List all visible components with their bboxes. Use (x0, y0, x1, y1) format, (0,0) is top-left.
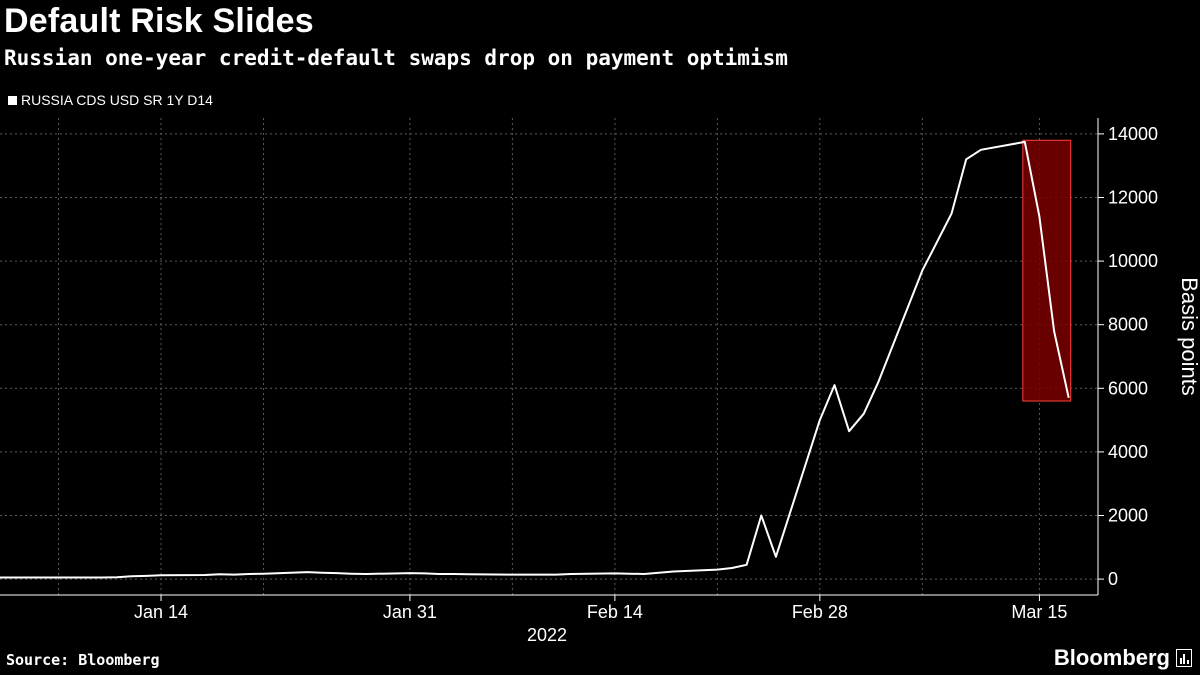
data-point (541, 574, 543, 576)
data-point (58, 577, 60, 579)
data-point (833, 384, 835, 386)
legend: RUSSIA CDS USD SR 1Y D14 (8, 92, 213, 108)
y-tick-label: 8000 (1108, 315, 1148, 335)
x-tick-label: Jan 31 (383, 602, 437, 622)
data-point (848, 430, 850, 432)
data-point (14, 577, 16, 579)
data-point (921, 270, 923, 272)
data-point (511, 574, 513, 576)
x-tick-label: Jan 14 (134, 602, 188, 622)
y-tick-label: 0 (1108, 569, 1118, 589)
data-point (1053, 330, 1055, 332)
x-axis-year-label: 2022 (527, 625, 567, 645)
brand: Bloomberg (1054, 645, 1192, 671)
data-point (731, 567, 733, 569)
data-point (614, 572, 616, 574)
legend-label: RUSSIA CDS USD SR 1Y D14 (21, 92, 213, 108)
y-tick-label: 10000 (1108, 251, 1158, 271)
data-point (658, 572, 660, 574)
data-point (336, 572, 338, 574)
data-point (1024, 141, 1026, 143)
y-axis-title: Basis points (1177, 277, 1200, 396)
x-tick-label: Mar 15 (1011, 602, 1067, 622)
chart-title: Default Risk Slides (4, 2, 314, 40)
y-tick-label: 2000 (1108, 506, 1148, 526)
data-point (453, 573, 455, 575)
y-tick-label: 4000 (1108, 442, 1148, 462)
data-point (555, 574, 557, 576)
data-point (101, 577, 103, 579)
data-point (716, 569, 718, 571)
series-points (0, 141, 1070, 579)
data-point (965, 158, 967, 160)
data-point (116, 576, 118, 578)
data-point (321, 572, 323, 574)
source-note: Source: Bloomberg (6, 651, 160, 669)
data-point (863, 413, 865, 415)
data-point (350, 573, 352, 575)
data-point (145, 575, 147, 577)
data-point (219, 573, 221, 575)
data-point (160, 574, 162, 576)
series-line (0, 140, 1070, 579)
data-point (746, 564, 748, 566)
data-point (760, 515, 762, 517)
y-tick-label: 12000 (1108, 188, 1158, 208)
x-axis-ticks: Jan 14 Jan 31 Feb 14 Feb 28 Mar 15 (134, 595, 1067, 622)
data-point (263, 573, 265, 575)
data-point (43, 577, 45, 579)
data-point (643, 573, 645, 575)
data-point (1038, 216, 1040, 218)
chart-subtitle: Russian one-year credit-default swaps dr… (4, 46, 788, 70)
data-point (28, 577, 30, 579)
data-point (936, 241, 938, 243)
x-tick-label: Feb 28 (792, 602, 848, 622)
legend-swatch (8, 95, 17, 105)
data-point (248, 573, 250, 575)
data-point (672, 570, 674, 572)
data-point (409, 572, 411, 574)
x-tick-label: Feb 14 (587, 602, 643, 622)
data-point (131, 575, 133, 577)
data-point (467, 573, 469, 575)
data-point (438, 573, 440, 575)
grid (0, 118, 1098, 595)
y-tick-label: 14000 (1108, 124, 1158, 144)
data-point (775, 556, 777, 558)
axes (0, 118, 1099, 596)
data-point (629, 573, 631, 575)
data-point (951, 212, 953, 214)
data-point (526, 574, 528, 576)
data-point (980, 149, 982, 151)
data-point (365, 573, 367, 575)
y-axis-ticks: 0 2000 4000 6000 8000 10000 12000 14000 (1098, 124, 1158, 589)
brand-name: Bloomberg (1053, 645, 1170, 670)
data-point (424, 572, 426, 574)
data-point (204, 574, 206, 576)
data-point (570, 573, 572, 575)
data-point (877, 381, 879, 383)
data-point (819, 419, 821, 421)
bloomberg-logo-icon (1176, 649, 1192, 667)
data-point (306, 571, 308, 573)
data-point (233, 574, 235, 576)
data-point (1068, 397, 1070, 399)
y-tick-label: 6000 (1108, 378, 1148, 398)
